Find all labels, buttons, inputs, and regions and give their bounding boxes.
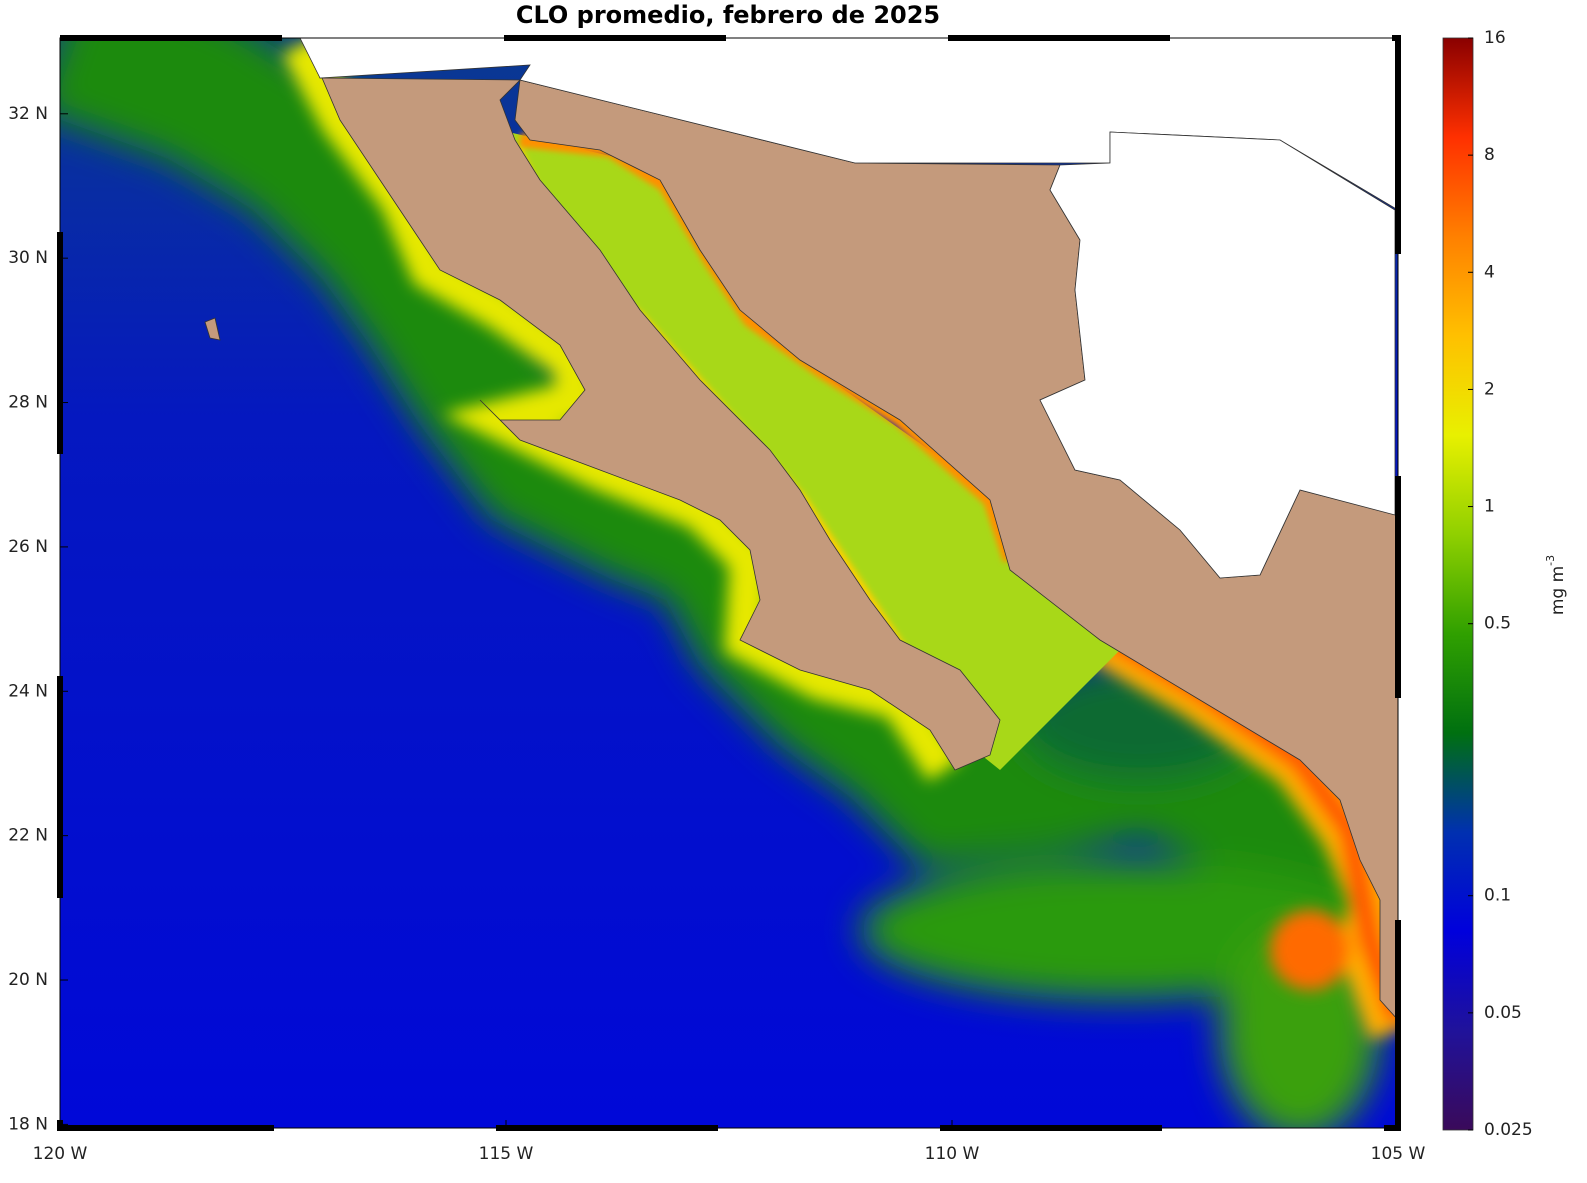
y-tick-label: 30 N [8,248,48,268]
y-tick-label: 22 N [8,826,48,846]
colorbar-tick-label: 0.025 [1484,1120,1533,1140]
x-tick-label: 115 W [479,1144,534,1164]
unit-exponent: -3 [1544,555,1557,566]
y-tick-label: 20 N [8,970,48,990]
island [204,317,221,341]
gulf [500,130,1120,770]
y-tick-label: 32 N [8,104,48,124]
colorbar [1442,37,1474,1131]
frame-bars [57,35,1401,1131]
baja-peninsula [304,38,1001,771]
map-title: CLO promedio, febrero de 2025 [516,1,940,29]
x-tick-label: 110 W [925,1144,980,1164]
y-tick-label: 26 N [8,537,48,557]
colorbar-tick-label: 16 [1484,28,1506,48]
y-tick-label: 28 N [8,393,48,413]
colorbar-tick-label: 0.1 [1484,886,1511,906]
map-area [60,38,1398,1128]
no-data-east [1039,131,1396,579]
unit-text: mg m [1548,566,1568,615]
y-tick-label: 24 N [8,681,48,701]
colorbar-tick-label: 0.05 [1484,1003,1522,1023]
colorbar-tick-label: 4 [1484,262,1495,282]
colorbar-tick-label: 1 [1484,497,1495,517]
colorbar-unit: mg m-3 [1544,555,1568,615]
colorbar-tick-label: 8 [1484,145,1495,165]
y-tick-label: 18 N [8,1114,48,1134]
colorbar-tick-label: 2 [1484,379,1495,399]
x-tick-label: 105 W [1371,1144,1426,1164]
colorbar-tick-label: 0.5 [1484,614,1511,634]
x-tick-label: 120 W [33,1144,88,1164]
